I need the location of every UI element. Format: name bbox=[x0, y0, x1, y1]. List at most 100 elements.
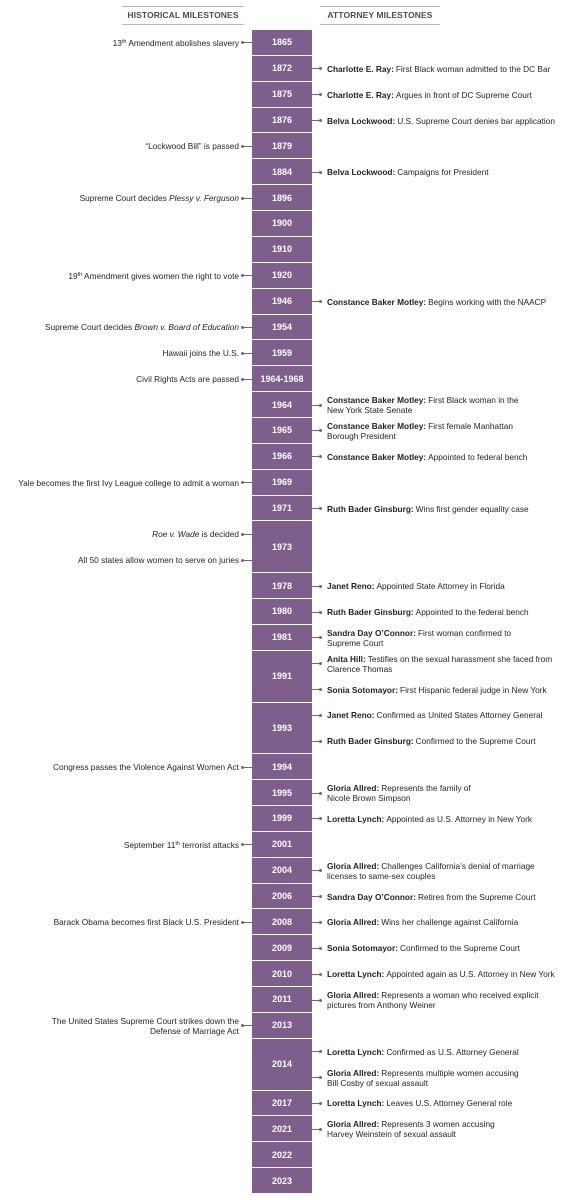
historical-milestone: Supreme Court decides Brown v. Board of … bbox=[45, 322, 239, 332]
connector bbox=[243, 844, 252, 846]
connector-dot bbox=[319, 869, 322, 873]
year-label: 1969 bbox=[271, 477, 293, 488]
year-box: 1954 bbox=[252, 314, 312, 341]
attorney-name: Anita Hill: bbox=[327, 653, 366, 664]
year-label: 1884 bbox=[271, 166, 293, 177]
milestone-text: Wins first gender equality case bbox=[415, 503, 529, 514]
year-box: 2008 bbox=[252, 909, 312, 936]
milestone-text: Borough President bbox=[327, 430, 396, 441]
connector bbox=[243, 766, 252, 768]
milestone-text: Retires from the Supreme Court bbox=[417, 891, 536, 902]
milestone-text: Appointed as U.S. Attorney in New York bbox=[386, 813, 533, 824]
milestone-text: Appointed again as U.S. Attorney in New … bbox=[386, 969, 555, 980]
year-box: 2004 bbox=[252, 857, 312, 884]
milestone-line: Defense of Marriage Act bbox=[52, 1026, 239, 1036]
milestone-line: Harvey Weinstein of sexual assault bbox=[327, 1129, 495, 1139]
connector bbox=[312, 714, 320, 716]
milestone-line: “Lockwood Bill” is passed bbox=[145, 141, 239, 151]
milestone-line: Constance Baker Motley: Begins working wi… bbox=[327, 297, 546, 307]
year-label: 2009 bbox=[271, 942, 293, 953]
attorney-name: Constance Baker Motley: bbox=[327, 296, 427, 307]
attorney-name: Gloria Allred: bbox=[327, 1067, 380, 1078]
attorney-milestone: Belva Lockwood: U.S. Supreme Court denies… bbox=[327, 116, 555, 126]
connector bbox=[312, 947, 320, 949]
year-label: 1875 bbox=[271, 89, 293, 100]
milestone-line: 13th Amendment abolishes slavery bbox=[113, 38, 239, 48]
connector bbox=[243, 482, 252, 484]
attorney-milestone: Sonia Sotomayor: Confirmed to the Supreme… bbox=[327, 943, 520, 953]
year-label: 1993 bbox=[271, 722, 293, 733]
attorney-name: Belva Lockwood: bbox=[327, 167, 396, 178]
attorney-name: Sandra Day O’Connor: bbox=[327, 891, 416, 902]
attorney-milestone: Gloria Allred: Represents multiple women … bbox=[327, 1068, 519, 1088]
milestone-line: Constance Baker Motley: First female Manh… bbox=[327, 421, 513, 431]
connector-dot bbox=[241, 765, 244, 769]
connector-dot bbox=[319, 119, 322, 123]
milestone-line: Constance Baker Motley: Appointed to fede… bbox=[327, 452, 527, 462]
connector-dot bbox=[319, 170, 322, 174]
milestone-text: Confirmed as U.S. Attorney General bbox=[386, 1046, 519, 1057]
connector-dot bbox=[319, 920, 322, 924]
milestone-text: Wins her challenge against California bbox=[381, 917, 519, 928]
text-run: The United States Supreme Court strikes … bbox=[51, 1015, 239, 1026]
text-run: All 50 states allow women to serve on ju… bbox=[78, 555, 239, 566]
connector bbox=[243, 533, 252, 535]
italic-run: Plessy v. Ferguson bbox=[169, 193, 239, 204]
year-box: 1910 bbox=[252, 236, 312, 263]
milestone-line: September 11th terrorist attacks bbox=[124, 840, 239, 850]
connector-dot bbox=[319, 1101, 322, 1105]
milestone-text: Argues in front of DC Supreme Court bbox=[395, 89, 532, 100]
connector bbox=[312, 689, 320, 691]
milestone-text: U.S. Supreme Court denies bar applicatio… bbox=[397, 115, 555, 126]
text-run: Supreme Court decides bbox=[44, 322, 135, 333]
year-label: 1920 bbox=[271, 270, 293, 281]
connector bbox=[243, 1025, 252, 1027]
attorney-milestone: Ruth Bader Ginsburg: Wins first gender eq… bbox=[327, 504, 529, 514]
milestone-line: licenses to same-sex couples bbox=[327, 871, 535, 881]
year-label: 1910 bbox=[271, 244, 293, 255]
year-label: 1959 bbox=[271, 347, 293, 358]
connector bbox=[243, 275, 252, 277]
connector bbox=[312, 404, 320, 406]
milestone-line: Borough President bbox=[327, 431, 513, 441]
connector-dot bbox=[319, 946, 322, 950]
historical-milestone: Civil Rights Acts are passed bbox=[136, 374, 239, 384]
sup-run: th bbox=[77, 271, 83, 278]
connector-dot bbox=[241, 196, 244, 200]
connector bbox=[312, 1102, 320, 1104]
attorney-milestone: Janet Reno: Confirmed as United States At… bbox=[327, 710, 543, 720]
attorney-milestone: Constance Baker Motley: First female Manh… bbox=[327, 421, 513, 441]
milestone-text: Confirmed to the Supreme Court bbox=[400, 943, 520, 954]
connector-dot bbox=[319, 662, 322, 666]
milestone-line: Sandra Day O’Connor: Retires from the Sup… bbox=[327, 892, 536, 902]
milestone-line: Janet Reno: Confirmed as United States At… bbox=[327, 710, 543, 720]
historical-milestone: Hawaii joins the U.S. bbox=[162, 348, 239, 358]
historical-milestone: September 11th terrorist attacks bbox=[124, 840, 239, 850]
text-run: terrorist attacks bbox=[179, 839, 239, 850]
connector bbox=[312, 637, 320, 639]
historical-milestone: Barack Obama becomes first Black U.S. Pr… bbox=[54, 917, 239, 927]
milestone-text: Campaigns for President bbox=[397, 167, 489, 178]
attorney-name: Belva Lockwood: bbox=[327, 115, 396, 126]
attorney-name: Janet Reno: bbox=[327, 581, 375, 592]
milestone-line: Civil Rights Acts are passed bbox=[136, 374, 239, 384]
milestone-line: Sandra Day O’Connor: First woman confirme… bbox=[327, 628, 511, 638]
milestone-line: Clarence Thomas bbox=[327, 664, 552, 674]
connector-dot bbox=[319, 1050, 322, 1054]
connector bbox=[312, 171, 320, 173]
milestone-text: First Hispanic federal judge in New York bbox=[400, 684, 547, 695]
attorney-milestone: Loretta Lynch: Appointed as U.S. Attorney… bbox=[327, 814, 532, 824]
connector bbox=[312, 1077, 320, 1079]
connector-dot bbox=[319, 1127, 322, 1131]
year-label: 2006 bbox=[271, 891, 293, 902]
connector-dot bbox=[319, 998, 322, 1002]
year-label: 2023 bbox=[271, 1175, 293, 1186]
attorney-name: Loretta Lynch: bbox=[327, 1098, 385, 1109]
milestone-text: Clarence Thomas bbox=[327, 663, 393, 674]
year-box: 1978 bbox=[252, 573, 312, 600]
year-box: 1875 bbox=[252, 81, 312, 108]
attorney-name: Janet Reno: bbox=[327, 710, 375, 721]
milestone-line: Ruth Bader Ginsburg: Appointed to the fed… bbox=[327, 607, 529, 617]
milestone-text: Represents the family of bbox=[381, 783, 471, 794]
attorney-name: Ruth Bader Ginsburg: bbox=[327, 503, 414, 514]
